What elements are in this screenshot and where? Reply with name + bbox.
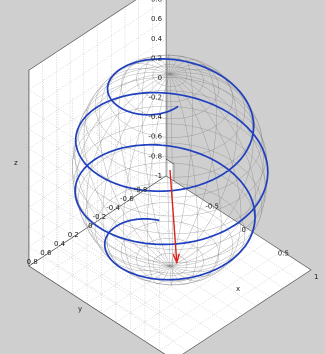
sphere-longitude: [169, 73, 257, 272]
z-tick-label: -0.6: [148, 133, 162, 141]
y-tick-label: 0.4: [54, 240, 66, 248]
axes-box: [28, 0, 312, 354]
sphere-longitude: [98, 63, 171, 267]
y-tick-label: -0.6: [120, 195, 134, 203]
y-tick-label: -0.4: [106, 204, 120, 212]
x-tick-label: 0.5: [278, 249, 289, 257]
sphere-longitude: [167, 54, 171, 267]
x-tick-label: 0: [242, 226, 246, 234]
sphere-longitude: [72, 73, 171, 267]
y-tick-label: 0.2: [68, 231, 79, 239]
y-tick-label: -0.2: [93, 213, 107, 221]
trajectory-path: [74, 58, 269, 281]
sphere-longitude: [169, 64, 238, 267]
y-tick-label: 0.6: [40, 249, 52, 257]
sphere-longitude: [169, 73, 199, 285]
y-tick-label: 0.8: [27, 258, 38, 266]
z-axis-label: z: [14, 159, 18, 167]
vector-head: [172, 253, 180, 265]
z-tick-label: -1: [155, 172, 162, 180]
x-tick-label: -0.5: [205, 202, 219, 210]
sphere-longitude: [141, 55, 171, 267]
z-tick-label: 0.2: [151, 54, 162, 62]
sphere-longitude: [169, 72, 264, 267]
sphere-longitude: [118, 58, 171, 267]
sphere-longitude: [169, 73, 173, 286]
z-tick-label: -0.4: [148, 113, 162, 121]
z-tick-label: -0.2: [148, 94, 162, 102]
sphere-longitude: [74, 72, 171, 267]
sphere-longitude: [169, 55, 193, 267]
vector-shaft: [169, 169, 178, 263]
sphere-longitude: [83, 68, 171, 267]
y-tick-label: 0: [88, 222, 92, 230]
y-tick-label: -0.8: [134, 186, 148, 194]
trajectory-line: [74, 58, 269, 281]
z-tick-label: 0: [158, 74, 162, 82]
z-tick-label: -0.8: [148, 152, 162, 160]
sphere-longitude: [169, 73, 242, 277]
sphere-longitude: [169, 73, 222, 282]
x-tick-label: 1: [314, 273, 318, 281]
sphere-longitude: [169, 59, 217, 267]
y-axis-label: y: [78, 305, 82, 313]
tick-labels: 10.80.60.40.20-0.2-0.4-0.6-0.8-10.80.60.…: [27, 0, 319, 281]
state-vector: [169, 169, 180, 265]
z-tick-label: 0.4: [151, 35, 163, 43]
z-tick-label: 0.6: [151, 15, 163, 23]
z-tick-label: 0.8: [151, 0, 162, 4]
x-axis-label: x: [236, 285, 240, 293]
